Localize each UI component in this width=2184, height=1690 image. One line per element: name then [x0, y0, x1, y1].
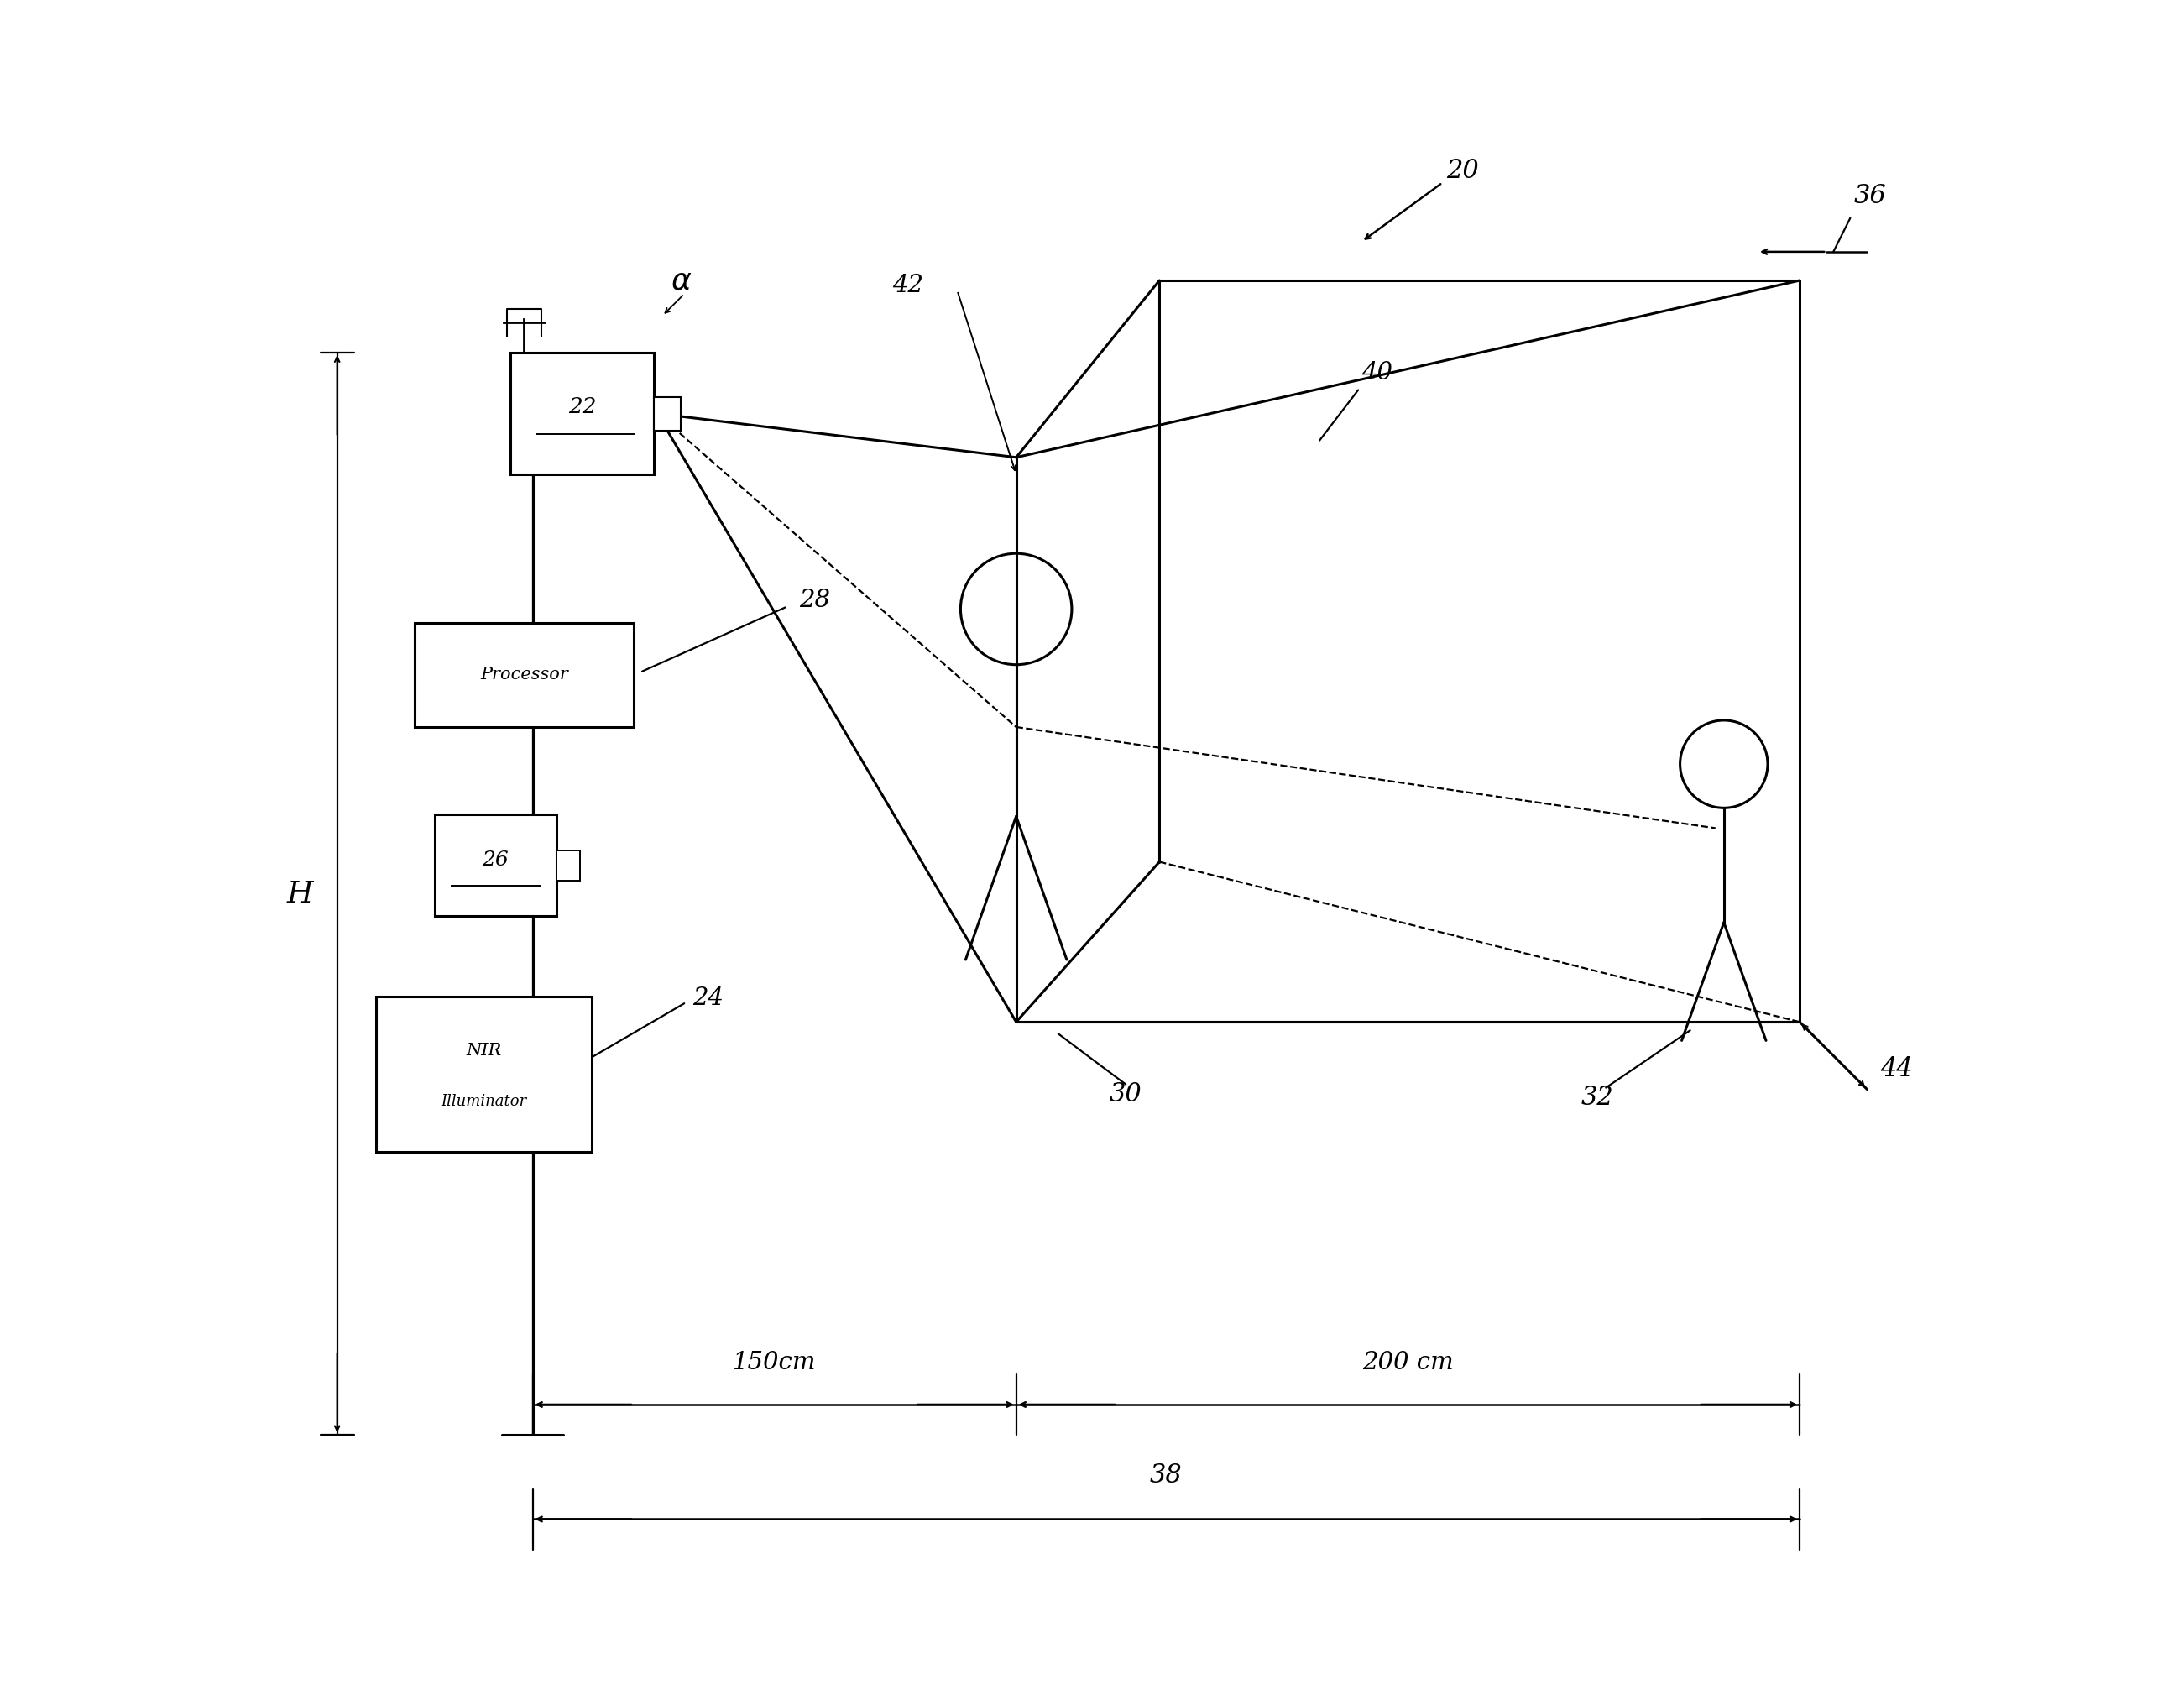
Bar — [435, 815, 557, 916]
Text: Processor: Processor — [480, 668, 568, 683]
Text: 30: 30 — [1109, 1082, 1142, 1107]
Text: 28: 28 — [799, 588, 830, 612]
Text: 44: 44 — [1880, 1056, 1913, 1082]
Text: 24: 24 — [692, 987, 723, 1011]
Text: Illuminator: Illuminator — [441, 1093, 526, 1109]
Text: 20: 20 — [1446, 157, 1479, 184]
Text: NIR: NIR — [465, 1043, 502, 1058]
Text: 38: 38 — [1149, 1464, 1182, 1489]
Text: 42: 42 — [893, 274, 924, 297]
Bar — [415, 622, 633, 727]
Text: 150cm: 150cm — [732, 1350, 817, 1374]
Text: 36: 36 — [1854, 183, 1887, 210]
Bar — [653, 397, 681, 431]
Text: H: H — [286, 879, 312, 908]
Text: 200 cm: 200 cm — [1363, 1350, 1455, 1374]
Text: 26: 26 — [483, 850, 509, 870]
Text: 32: 32 — [1581, 1085, 1614, 1110]
Bar — [376, 997, 592, 1151]
Bar — [511, 353, 653, 475]
Text: 40: 40 — [1361, 362, 1393, 385]
Bar — [557, 850, 579, 880]
Text: $\alpha$: $\alpha$ — [670, 265, 692, 294]
Text: 22: 22 — [568, 397, 596, 417]
